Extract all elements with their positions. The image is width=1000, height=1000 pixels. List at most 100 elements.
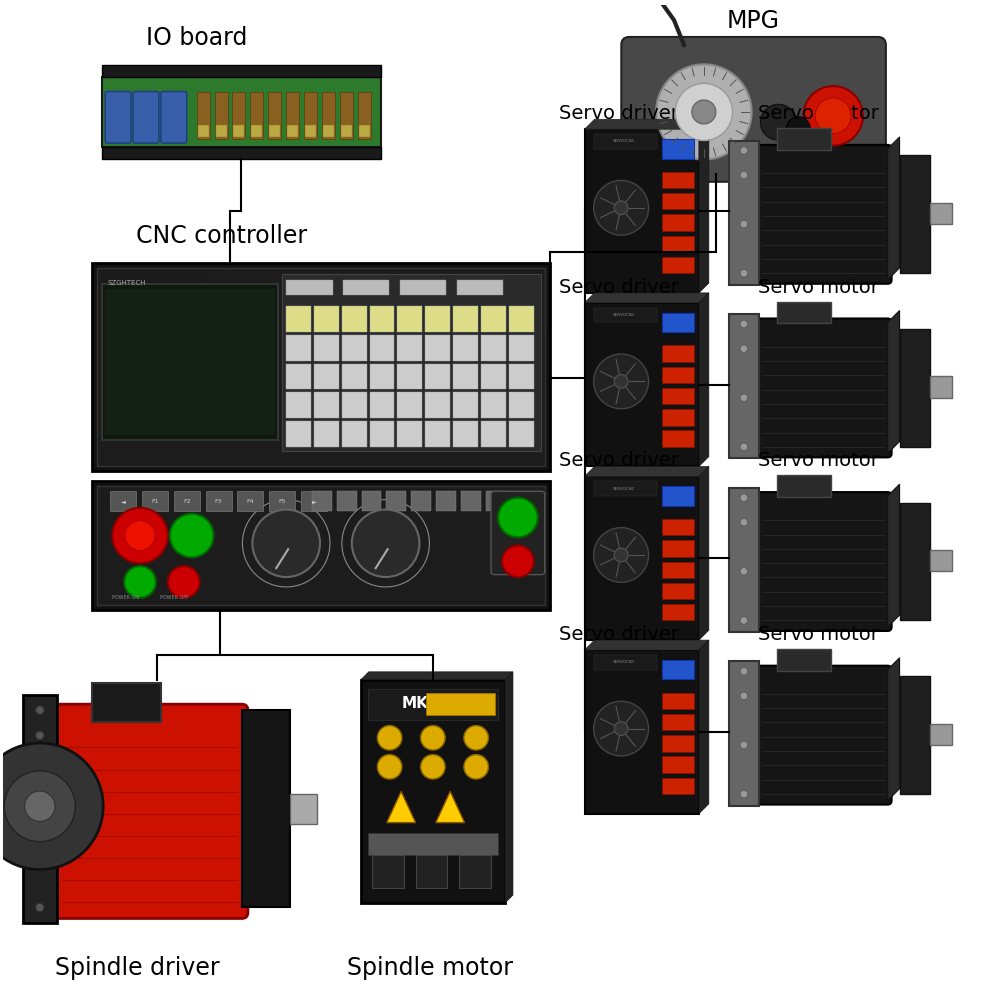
Bar xyxy=(900,676,930,794)
Bar xyxy=(105,289,275,435)
Bar xyxy=(509,306,534,332)
Text: POWER ON: POWER ON xyxy=(112,595,139,600)
FancyBboxPatch shape xyxy=(777,649,831,671)
Bar xyxy=(215,92,228,139)
Text: F3: F3 xyxy=(215,499,222,504)
Bar xyxy=(481,306,506,332)
Polygon shape xyxy=(699,466,709,640)
Bar xyxy=(662,236,694,252)
Circle shape xyxy=(36,903,44,912)
FancyBboxPatch shape xyxy=(105,92,131,143)
Circle shape xyxy=(740,220,748,228)
Circle shape xyxy=(740,741,748,749)
Text: CNC controller: CNC controller xyxy=(136,224,307,248)
Bar xyxy=(323,125,334,137)
Circle shape xyxy=(124,566,156,598)
Bar xyxy=(662,139,694,159)
Circle shape xyxy=(740,519,748,526)
Circle shape xyxy=(36,731,44,740)
Bar xyxy=(237,491,263,511)
Bar xyxy=(340,92,353,139)
Bar xyxy=(314,392,339,418)
Bar xyxy=(662,409,694,426)
Bar xyxy=(312,491,332,511)
Bar xyxy=(425,335,450,361)
Text: F4: F4 xyxy=(247,499,254,504)
Polygon shape xyxy=(888,311,900,453)
FancyBboxPatch shape xyxy=(755,492,892,631)
Bar xyxy=(486,491,506,511)
Polygon shape xyxy=(585,640,709,650)
Bar xyxy=(662,714,694,730)
Bar xyxy=(268,92,281,139)
Bar xyxy=(370,364,394,389)
Bar xyxy=(102,284,278,440)
Circle shape xyxy=(594,701,649,756)
Bar xyxy=(729,314,759,458)
Bar xyxy=(662,562,694,578)
Bar xyxy=(461,491,481,511)
Circle shape xyxy=(803,86,863,146)
Bar xyxy=(397,335,422,361)
Bar xyxy=(370,392,394,418)
Circle shape xyxy=(377,726,402,750)
Polygon shape xyxy=(888,484,900,627)
Bar xyxy=(286,280,333,295)
Bar xyxy=(197,92,210,139)
Text: SERVOCNC: SERVOCNC xyxy=(613,313,636,317)
FancyBboxPatch shape xyxy=(755,318,892,457)
Bar xyxy=(400,280,446,295)
Circle shape xyxy=(594,528,649,582)
Bar xyxy=(342,335,367,361)
Bar xyxy=(370,306,394,332)
Bar xyxy=(594,481,657,496)
Bar xyxy=(453,335,478,361)
Text: SERVOCNC: SERVOCNC xyxy=(613,139,636,143)
Bar xyxy=(314,335,339,361)
Bar xyxy=(453,421,478,447)
Bar xyxy=(216,125,227,137)
Bar xyxy=(250,92,263,139)
Polygon shape xyxy=(505,672,513,903)
Bar xyxy=(509,335,534,361)
Bar xyxy=(290,794,317,824)
Circle shape xyxy=(0,743,103,870)
Bar xyxy=(662,693,694,709)
Circle shape xyxy=(740,617,748,624)
Bar xyxy=(362,491,381,511)
Circle shape xyxy=(464,755,488,779)
Bar xyxy=(242,710,290,907)
Bar xyxy=(900,329,930,447)
Circle shape xyxy=(498,498,538,537)
Circle shape xyxy=(594,354,649,409)
Text: POWER OFF: POWER OFF xyxy=(160,595,189,600)
Bar xyxy=(92,481,550,610)
Circle shape xyxy=(740,568,748,575)
Bar xyxy=(386,491,406,511)
Circle shape xyxy=(421,726,445,750)
Bar xyxy=(900,155,930,273)
Bar xyxy=(342,421,367,447)
Bar xyxy=(286,335,311,361)
Bar xyxy=(342,306,367,332)
Polygon shape xyxy=(888,137,900,280)
Bar xyxy=(662,345,694,362)
Text: F1: F1 xyxy=(151,499,159,504)
Text: Servo motor: Servo motor xyxy=(758,278,879,297)
Circle shape xyxy=(740,171,748,179)
FancyBboxPatch shape xyxy=(51,704,248,918)
Bar xyxy=(662,604,694,620)
Text: Servo motor: Servo motor xyxy=(758,625,879,644)
Bar xyxy=(662,193,694,209)
Circle shape xyxy=(740,147,748,154)
Bar xyxy=(425,306,450,332)
FancyBboxPatch shape xyxy=(777,128,831,150)
Bar xyxy=(729,661,759,806)
Bar xyxy=(411,491,431,511)
Bar xyxy=(342,392,367,418)
Circle shape xyxy=(36,706,44,714)
Text: Spindle motor: Spindle motor xyxy=(347,956,513,980)
Bar xyxy=(337,491,357,511)
Bar xyxy=(662,430,694,447)
Bar xyxy=(102,147,381,159)
